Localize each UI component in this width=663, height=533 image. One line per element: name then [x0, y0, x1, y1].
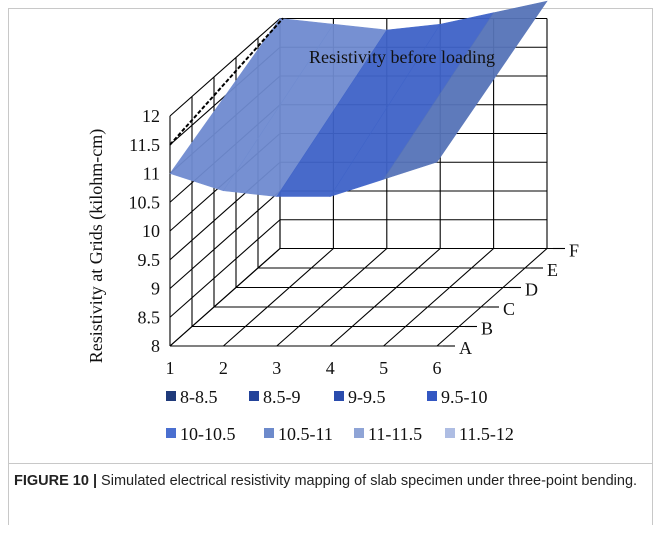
x-tick-label: 5: [379, 358, 388, 378]
legend-label: 10.5-11: [278, 424, 333, 444]
depth-tick-label: C: [503, 299, 515, 319]
floor-depth-line: [436, 248, 548, 347]
reference-dashed-line: [169, 17, 284, 146]
surface-plot: [169, 0, 548, 198]
legend-label: 10-10.5: [180, 424, 236, 444]
y-tick-label: 11: [143, 164, 160, 184]
legend-label: 9.5-10: [441, 387, 488, 407]
x-tick-label: 4: [326, 358, 335, 378]
legend-label: 9-9.5: [348, 387, 386, 407]
figure-frame: [8, 8, 653, 525]
y-tick-label: 9.5: [138, 250, 161, 270]
figure-label: FIGURE 10 |: [14, 473, 98, 489]
floor-depth-line: [383, 248, 494, 347]
y-tick-label: 10: [142, 221, 160, 241]
floor-depth-line: [276, 248, 388, 347]
legend-label: 11.5-12: [459, 424, 514, 444]
y-tick-label: 12: [142, 106, 160, 126]
caption-divider: [8, 463, 653, 464]
legend-label: 8.5-9: [263, 387, 301, 407]
figure-caption: FIGURE 10 | Simulated electrical resisti…: [14, 470, 644, 492]
legend: 8-8.5 8.5-9 9-9.5 9.5-10 10-10.5 10.5-11 11-11…: [166, 387, 514, 444]
surface-patch: [382, 0, 548, 180]
y-tick-labels: 8 8.5 9 9.5 10 10.5 11 11.5 12: [129, 106, 161, 356]
reference-annotation: Resistivity before loading: [309, 47, 495, 67]
y-tick-label: 10.5: [129, 192, 161, 212]
side-wall-gridline: [169, 219, 281, 318]
y-tick-label: 8: [151, 336, 160, 356]
legend-swatch: [264, 428, 274, 438]
depth-tick-label: B: [481, 319, 493, 339]
x-tick-labels: 1 2 3 4 5 6: [166, 358, 442, 378]
x-tick-label: 2: [219, 358, 228, 378]
legend-swatch: [427, 391, 437, 401]
depth-tick-label: F: [569, 241, 579, 261]
depth-tick-label: A: [459, 338, 472, 358]
depth-tick-label: E: [547, 260, 558, 280]
legend-swatch: [166, 428, 176, 438]
legend-label: 8-8.5: [180, 387, 218, 407]
depth-tick-label: D: [525, 280, 538, 300]
y-tick-label: 11.5: [129, 135, 160, 155]
floor-depth-line: [329, 248, 441, 347]
floor-depth-line: [223, 248, 334, 347]
legend-swatch: [334, 391, 344, 401]
legend-swatch: [249, 391, 259, 401]
legend-swatch: [354, 428, 364, 438]
x-tick-label: 3: [272, 358, 281, 378]
side-wall-gridline: [169, 18, 281, 117]
legend-label: 11-11.5: [368, 424, 422, 444]
caption-text: Simulated electrical resistivity mapping…: [97, 473, 638, 489]
y-tick-label: 8.5: [138, 307, 161, 327]
y-tick-label: 9: [151, 279, 160, 299]
y-axis-label: Resistivity at Grids (kilohm-cm): [86, 129, 107, 363]
legend-swatch: [445, 428, 455, 438]
x-tick-label: 6: [433, 358, 442, 378]
x-tick-label: 1: [166, 358, 175, 378]
reference-line-group: [169, 17, 284, 146]
legend-swatch: [166, 391, 176, 401]
floor-depth-line: [169, 248, 281, 347]
side-wall-gridline: [169, 190, 281, 289]
